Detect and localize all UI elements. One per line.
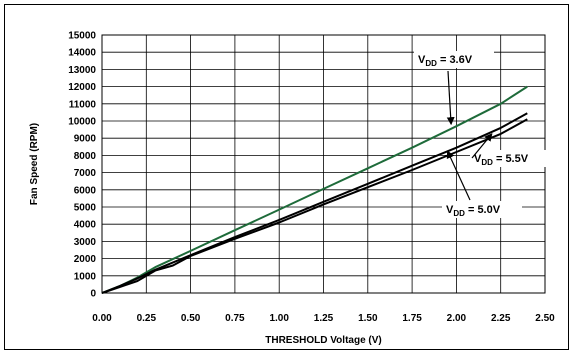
y-tick-label: 1000 bbox=[74, 271, 97, 282]
x-tick-label: 0.00 bbox=[92, 313, 112, 324]
y-tick-label: 14000 bbox=[68, 48, 96, 59]
y-tick-label: 12000 bbox=[68, 82, 96, 93]
annotation-arrow bbox=[471, 133, 493, 159]
series-label-1: VDD = 5.5V bbox=[474, 153, 529, 167]
y-tick-label: 6000 bbox=[74, 185, 97, 196]
x-tick-label: 0.75 bbox=[225, 313, 245, 324]
x-tick-label: 2.50 bbox=[535, 313, 555, 324]
y-tick-label: 4000 bbox=[74, 220, 97, 231]
x-tick-label: 0.25 bbox=[137, 313, 157, 324]
y-tick-label: 8000 bbox=[74, 151, 97, 162]
y-tick-label: 2000 bbox=[74, 254, 97, 265]
annotation-arrow bbox=[446, 70, 455, 126]
x-axis-title: THRESHOLD Voltage (V) bbox=[265, 335, 381, 346]
x-tick-label: 2.25 bbox=[491, 313, 511, 324]
y-tick-label: 15000 bbox=[68, 31, 96, 42]
y-tick-labels: 0 1000 2000 3000 4000 5000 6000 7000 8000 9000 100… bbox=[68, 31, 96, 300]
annotation-background bbox=[470, 150, 546, 167]
annotation-background bbox=[442, 201, 522, 218]
y-tick-label: 10000 bbox=[68, 117, 96, 128]
x-tick-label: 0.50 bbox=[181, 313, 201, 324]
x-tick-labels: 0.00 0.25 0.50 0.75 1.00 1.25 1.50 1.75 2.00 2.25… bbox=[92, 313, 555, 324]
y-tick-label: 7000 bbox=[74, 168, 97, 179]
x-tick-label: 1.25 bbox=[314, 313, 334, 324]
series-label-0: VDD = 3.6V bbox=[418, 54, 473, 68]
x-tick-label: 1.50 bbox=[358, 313, 378, 324]
y-tick-label: 13000 bbox=[68, 65, 96, 76]
series-label-2: VDD = 5.0V bbox=[446, 204, 501, 218]
y-tick-label: 5000 bbox=[74, 203, 97, 214]
y-tick-label: 11000 bbox=[69, 99, 97, 110]
series-line-1 bbox=[101, 112, 528, 294]
y-tick-label: 0 bbox=[90, 289, 96, 300]
series-annotations: VDD = 3.6V VDD = 5.5V VDD = 5.0V bbox=[414, 51, 546, 218]
x-tick-label: 1.75 bbox=[402, 313, 422, 324]
y-axis-title: Fan Speed (RPM) bbox=[29, 123, 40, 205]
annotation-arrow bbox=[446, 150, 471, 201]
y-tick-label: 3000 bbox=[74, 237, 97, 248]
x-tick-label: 1.00 bbox=[269, 313, 289, 324]
x-tick-label: 2.00 bbox=[447, 313, 467, 324]
y-tick-label: 9000 bbox=[74, 134, 97, 145]
annotation-background bbox=[414, 51, 494, 68]
